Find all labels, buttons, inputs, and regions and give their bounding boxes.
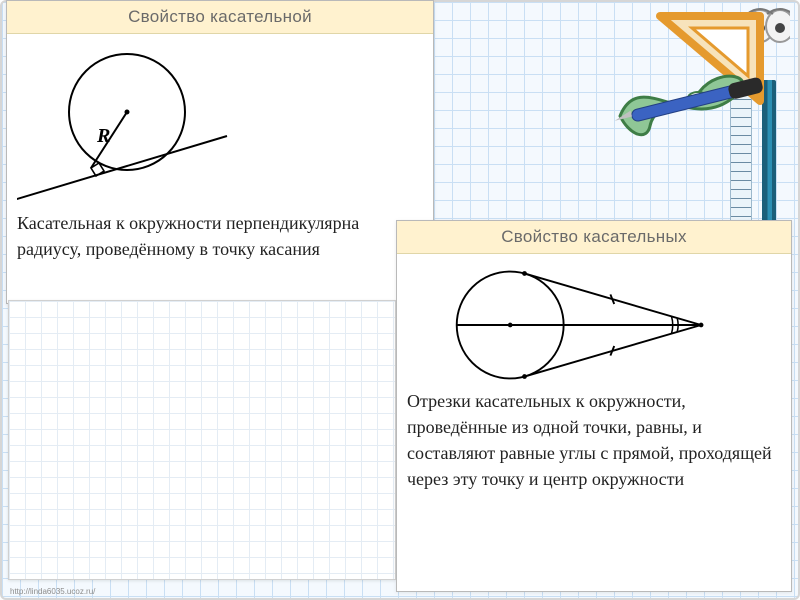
card1-title: Свойство касательной bbox=[7, 1, 433, 34]
card2-text: Отрезки касательных к окружности, провед… bbox=[397, 380, 791, 506]
tangents-property-card: Свойство касательных bbox=[396, 220, 792, 592]
svg-text:R: R bbox=[96, 125, 110, 147]
blank-grid-sheet bbox=[8, 300, 396, 580]
stationery-clipart bbox=[600, 6, 790, 156]
slide-page: Свойство касательной R Касательная к окр… bbox=[0, 0, 800, 600]
card2-diagram bbox=[397, 254, 791, 380]
card1-diagram: R bbox=[7, 34, 433, 202]
card1-text: Касательная к окружности перпендикулярна… bbox=[7, 202, 433, 276]
source-url: http://linda6035.ucoz.ru/ bbox=[10, 587, 95, 596]
tangent-property-card: Свойство касательной R Касательная к окр… bbox=[6, 0, 434, 304]
card2-title: Свойство касательных bbox=[397, 221, 791, 254]
